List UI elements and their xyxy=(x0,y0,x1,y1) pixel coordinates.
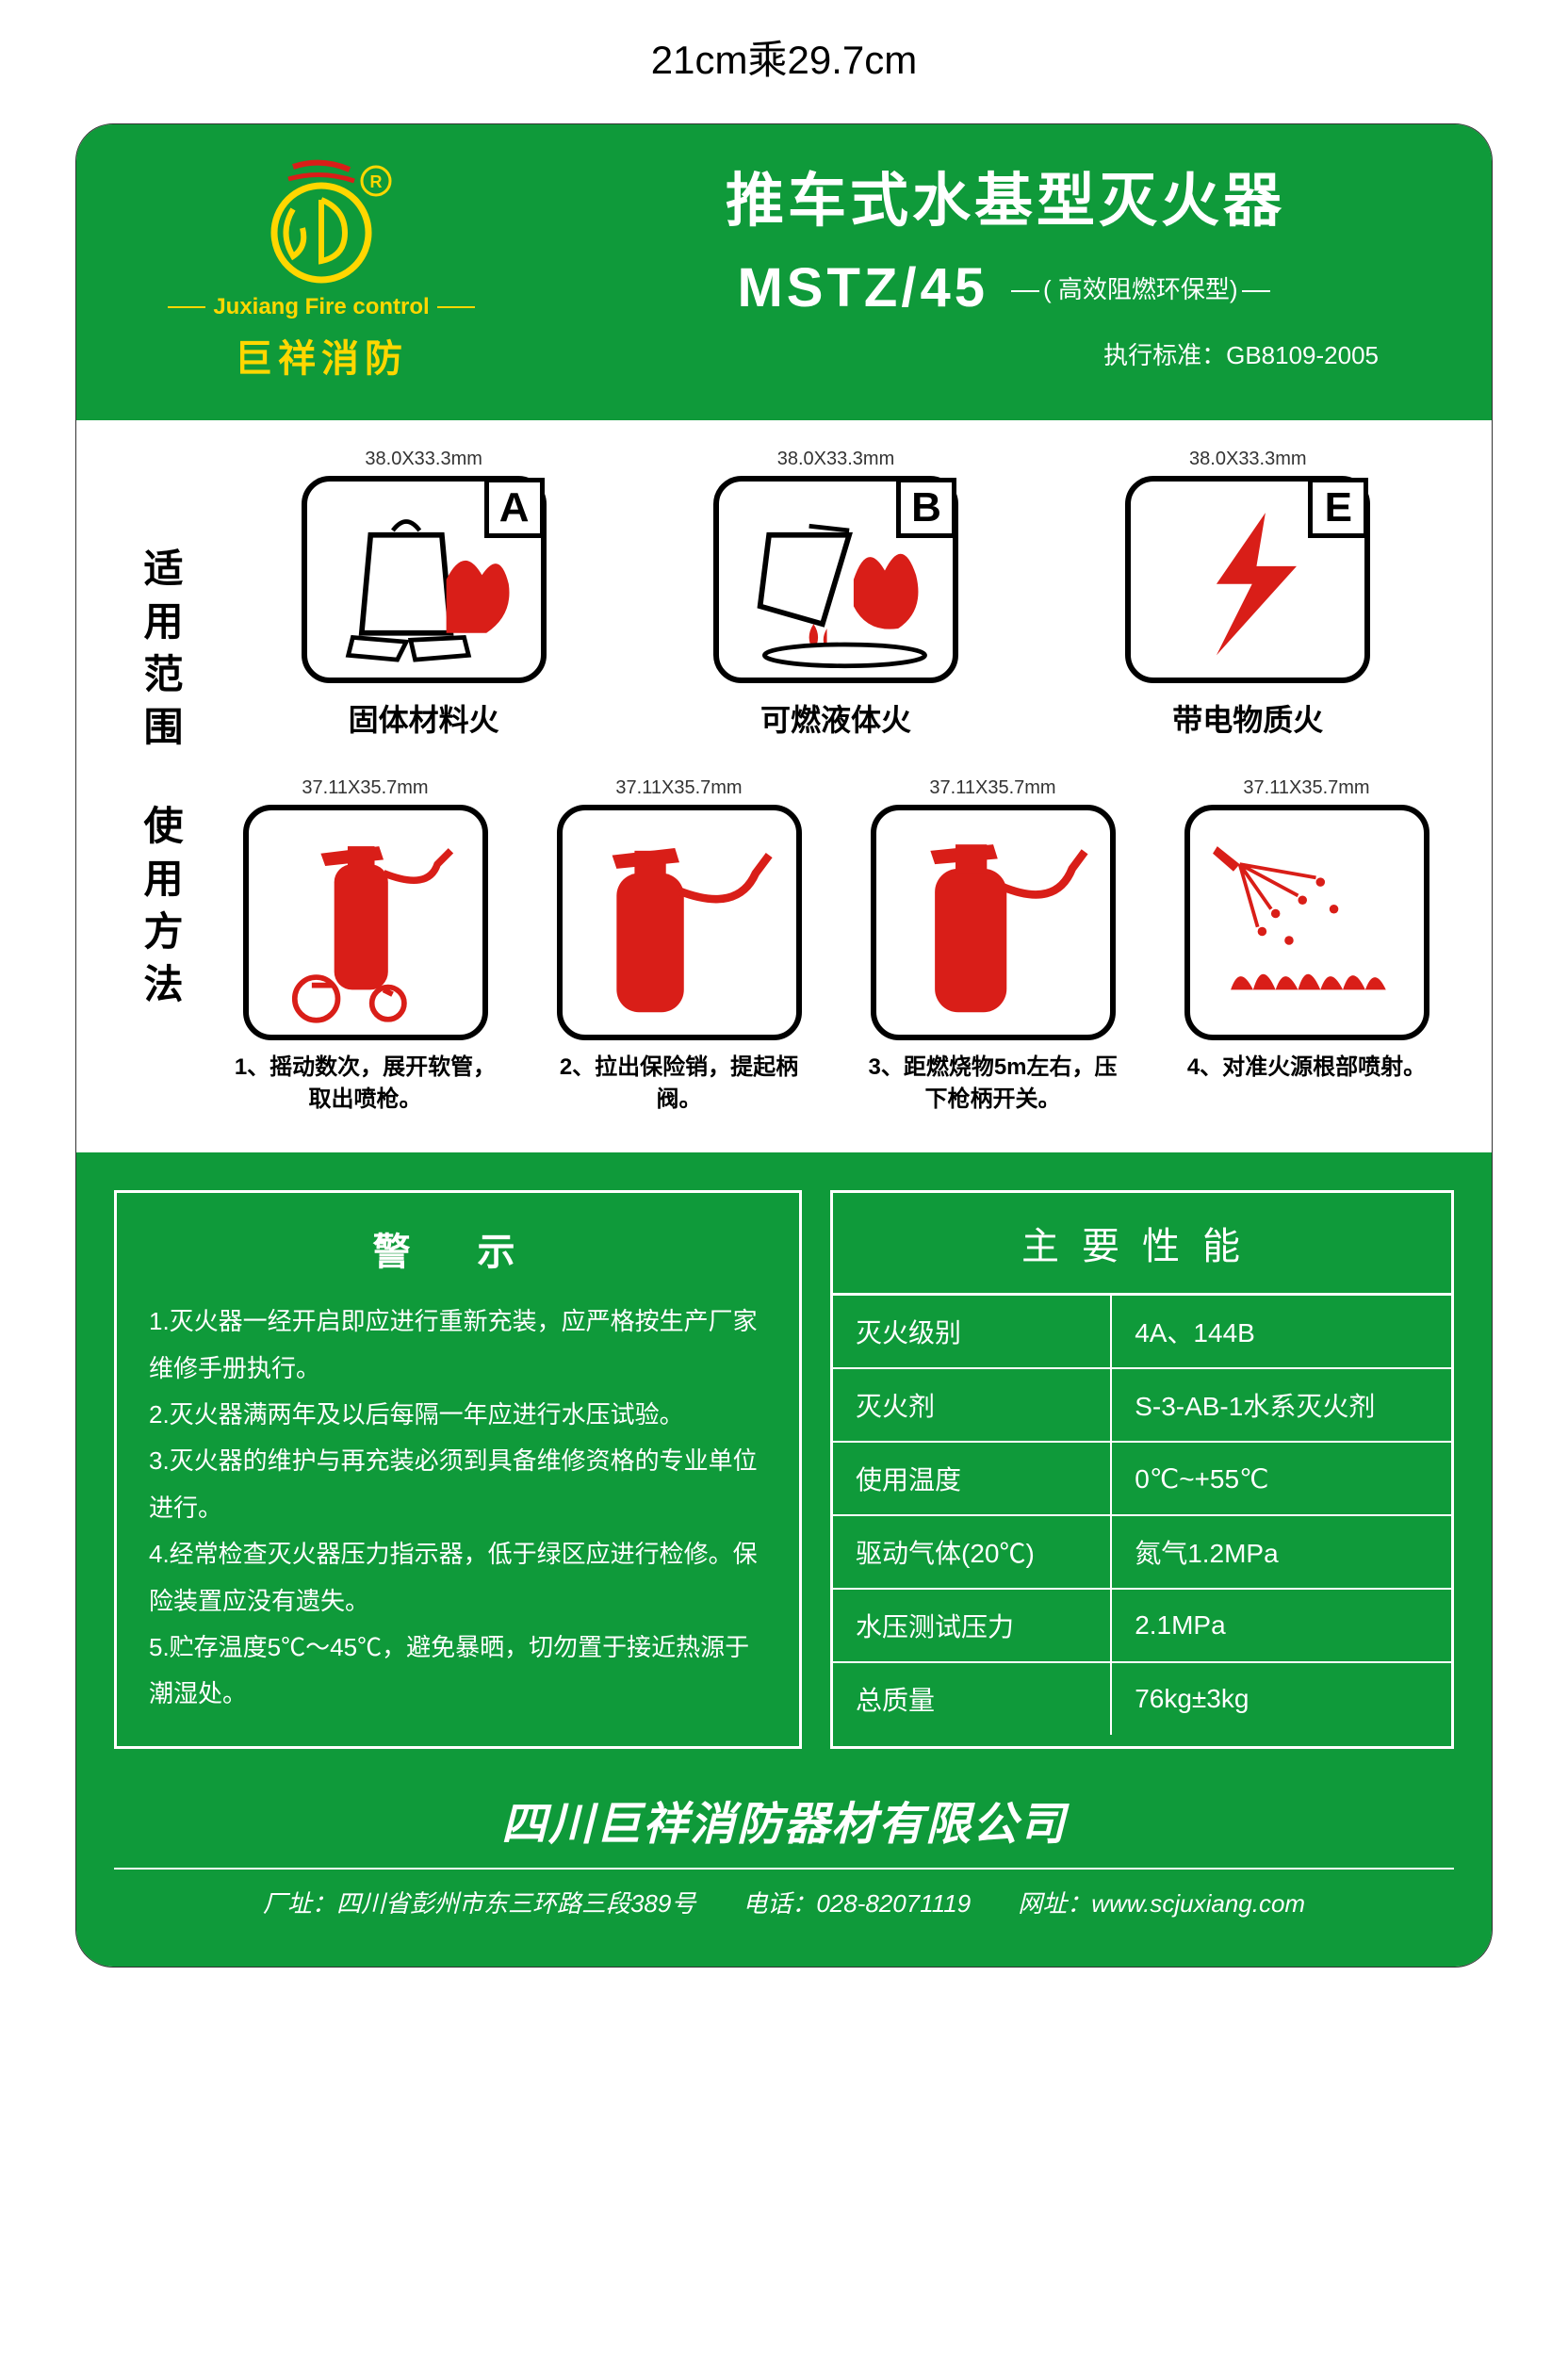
performance-box: 主要性能 灭火级别4A、144B 灭火剂S-3-AB-1水系灭火剂 使用温度0℃… xyxy=(830,1190,1454,1749)
phone: 电话：028-82071119 xyxy=(743,1885,971,1919)
logo-area: R Juxiang Fire control 巨祥消防 xyxy=(114,153,529,383)
usage-3-icon xyxy=(871,805,1116,1040)
usage-1-icon xyxy=(243,805,488,1040)
page-dimensions: 21cm乘29.7cm xyxy=(0,0,1568,123)
usage-step-2: 37.11X35.7mm 2、拉出保险销，提起柄阀。 xyxy=(531,777,826,1115)
standard: 执行标准：GB8109-2005 xyxy=(557,336,1454,371)
usage-2-icon xyxy=(557,805,802,1040)
address: 厂址：四川省彭州市东三环路三段389号 xyxy=(263,1885,695,1919)
usage-step-3: 37.11X35.7mm 3、距燃烧物5m左右，压下枪柄开关。 xyxy=(845,777,1140,1115)
performance-table: 灭火级别4A、144B 灭火剂S-3-AB-1水系灭火剂 使用温度0℃~+55℃… xyxy=(833,1296,1451,1735)
contact-row: 厂址：四川省彭州市东三环路三段389号 电话：028-82071119 网址：w… xyxy=(114,1885,1454,1929)
divider xyxy=(114,1868,1454,1870)
brand-cn: 巨祥消防 xyxy=(114,328,529,383)
warning-item: 4.经常检查灭火器压力指示器，低于绿区应进行检修。保险装置应没有遗失。 xyxy=(149,1531,767,1625)
fire-a-icon: A xyxy=(302,476,547,683)
scope-label: 适用范围 xyxy=(114,547,189,759)
brand-en: Juxiang Fire control xyxy=(213,294,429,320)
info-row: 警 示 1.灭火器一经开启即应进行重新充装，应严格按生产厂家维修手册执行。 2.… xyxy=(114,1190,1454,1749)
table-row: 灭火级别4A、144B xyxy=(833,1296,1451,1368)
usage-step-4: 37.11X35.7mm 4、对准火源根部喷射。 xyxy=(1159,777,1454,1115)
warning-box: 警 示 1.灭火器一经开启即应进行重新充装，应严格按生产厂家维修手册执行。 2.… xyxy=(114,1190,802,1749)
usage-row: 37.11X35.7mm 1、摇动数次，展开软管，取出喷枪。 xyxy=(218,777,1454,1115)
bottom-section: 警 示 1.灭火器一经开启即应进行重新充装，应严格按生产厂家维修手册执行。 2.… xyxy=(76,1152,1492,1967)
performance-title: 主要性能 xyxy=(833,1193,1451,1296)
fire-b-icon: B xyxy=(713,476,958,683)
table-row: 灭火剂S-3-AB-1水系灭火剂 xyxy=(833,1368,1451,1442)
fire-type-b: 38.0X33.3mm B 可燃液体火 xyxy=(713,449,958,740)
warning-title: 警 示 xyxy=(149,1221,767,1276)
label-card: R Juxiang Fire control 巨祥消防 推车式水基型灭火器 MS… xyxy=(75,123,1493,1968)
warning-item: 3.灭火器的维护与再充装必须到具备维修资格的专业单位进行。 xyxy=(149,1438,767,1531)
warning-item: 5.贮存温度5℃～45℃，避免暴晒，切勿置于接近热源于潮湿处。 xyxy=(149,1625,767,1718)
usage-step-1: 37.11X35.7mm 1、摇动数次，展开软管，取出喷枪。 xyxy=(218,777,513,1115)
usage-label: 使用方法 xyxy=(114,805,189,1016)
fire-type-row: 38.0X33.3mm A 固体材料火 38.0X33.3mm xyxy=(218,449,1454,740)
model-row: MSTZ/45 ( 高效阻燃环保型) xyxy=(557,256,1454,319)
icon-grid: 38.0X33.3mm A 固体材料火 38.0X33.3mm xyxy=(189,449,1454,1115)
warning-list: 1.灭火器一经开启即应进行重新充装，应严格按生产厂家维修手册执行。 2.灭火器满… xyxy=(149,1298,767,1718)
usage-4-icon xyxy=(1184,805,1429,1040)
table-row: 驱动气体(20℃)氮气1.2MPa xyxy=(833,1515,1451,1589)
table-row: 使用温度0℃~+55℃ xyxy=(833,1442,1451,1515)
side-labels: 适用范围 使用方法 xyxy=(114,449,189,1115)
main-title: 推车式水基型灭火器 xyxy=(557,153,1454,237)
warning-item: 1.灭火器一经开启即应进行重新充装，应严格按生产厂家维修手册执行。 xyxy=(149,1298,767,1392)
warning-item: 2.灭火器满两年及以后每隔一年应进行水压试验。 xyxy=(149,1392,767,1438)
fire-e-icon: E xyxy=(1125,476,1370,683)
svg-text:R: R xyxy=(370,172,383,191)
model-code: MSTZ/45 xyxy=(737,256,988,319)
fire-type-e: 38.0X33.3mm E 带电物质火 xyxy=(1125,449,1370,740)
middle-section: 适用范围 使用方法 38.0X33.3mm A 固体材料 xyxy=(76,420,1492,1152)
brand-en-row: Juxiang Fire control xyxy=(114,294,529,320)
table-row: 总质量76kg±3kg xyxy=(833,1662,1451,1735)
website: 网址：www.scjuxiang.com xyxy=(1018,1885,1305,1919)
company-name: 四川巨祥消防器材有限公司 xyxy=(114,1787,1454,1853)
title-area: 推车式水基型灭火器 MSTZ/45 ( 高效阻燃环保型) 执行标准：GB8109… xyxy=(529,153,1454,383)
model-sub: ( 高效阻燃环保型) xyxy=(1007,270,1274,305)
fire-type-a: 38.0X33.3mm A 固体材料火 xyxy=(302,449,547,740)
table-row: 水压测试压力2.1MPa xyxy=(833,1589,1451,1662)
logo-icon: R xyxy=(237,153,406,285)
header: R Juxiang Fire control 巨祥消防 推车式水基型灭火器 MS… xyxy=(76,124,1492,420)
